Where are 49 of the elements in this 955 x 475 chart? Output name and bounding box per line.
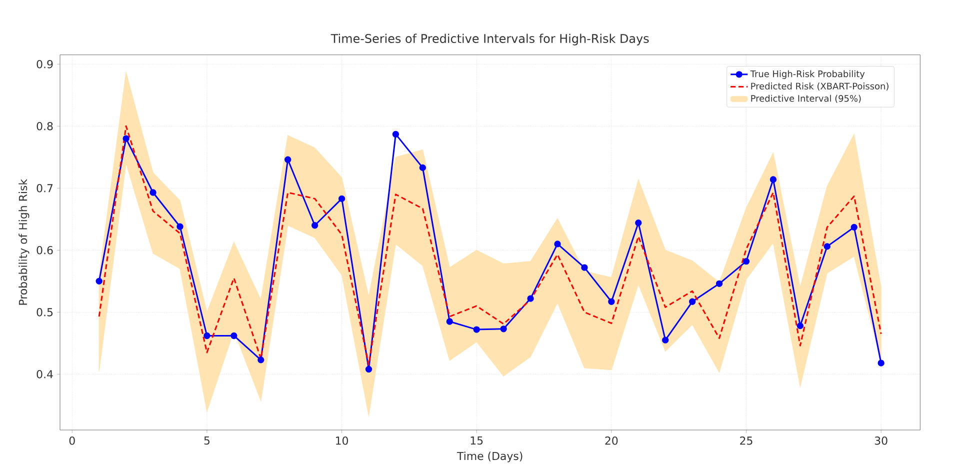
point [258, 356, 264, 364]
x-tick-label: 10 [336, 436, 348, 445]
point [176, 223, 184, 230]
point [204, 332, 210, 340]
y-tick-label: 0.6 [36, 246, 53, 254]
point [527, 295, 534, 302]
y-tick-label: 0.7 [36, 184, 53, 192]
y-tick-label: 0.4 [36, 370, 53, 378]
point [554, 240, 561, 248]
point [716, 280, 723, 287]
point [500, 326, 507, 332]
point [446, 318, 453, 325]
x-tick-label: 0 [69, 436, 75, 445]
chart-title: Time-Series of Predictive Intervals for High-Risk Days [330, 34, 649, 46]
point [581, 264, 588, 271]
x-axis-title: Time (Days) [456, 452, 522, 462]
point [824, 243, 830, 250]
point [230, 332, 238, 340]
point [338, 195, 346, 202]
point [122, 135, 130, 142]
point [796, 322, 804, 330]
legend-label: Predicted Risk (XBART-Poisson) [751, 82, 888, 91]
point [473, 326, 480, 333]
y-tick-label: 0.9 [36, 60, 53, 68]
point [419, 164, 426, 172]
point [150, 189, 156, 196]
x-tick-label: 20 [605, 436, 618, 445]
point [635, 220, 642, 226]
x-tick-label: 15 [470, 436, 483, 445]
point [608, 298, 615, 305]
point [365, 366, 372, 373]
legend-label: True High-Risk Probability [750, 70, 865, 79]
x-tick-label: 25 [740, 436, 752, 445]
x-tick-label: 30 [874, 436, 888, 445]
point [662, 336, 669, 344]
point [770, 176, 777, 183]
point [311, 222, 318, 229]
x-tick-label: 5 [204, 436, 210, 445]
point [850, 224, 858, 231]
legend-label: Predictive Interval (95%) [751, 94, 861, 103]
y-tick-label: 0.8 [36, 122, 53, 130]
y-tick-label: 0.5 [36, 308, 53, 316]
point [878, 360, 884, 366]
point [284, 156, 292, 163]
point [96, 278, 102, 285]
point [742, 258, 750, 265]
y-axis-title: Probability of High Risk [18, 179, 30, 305]
point [688, 298, 696, 305]
point [392, 130, 400, 138]
